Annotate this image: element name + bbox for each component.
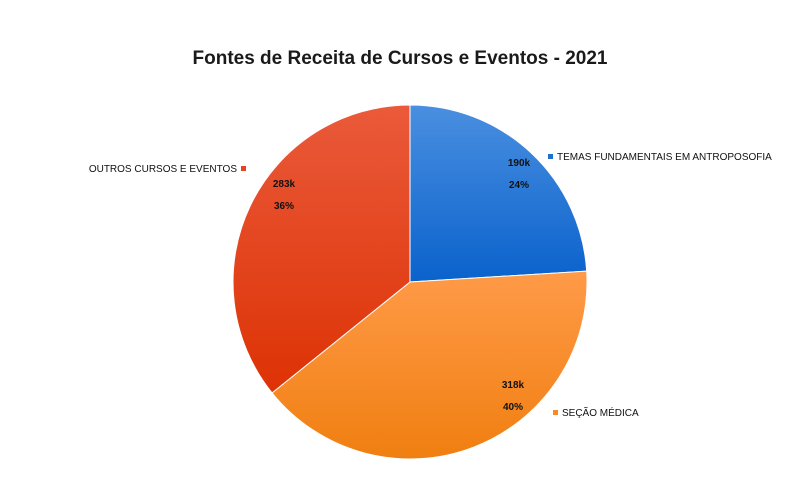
chart-title: Fontes de Receita de Cursos e Eventos - … (192, 48, 608, 69)
slice-percent-label: 36% (274, 201, 294, 212)
legend-marker (548, 154, 553, 159)
slice-percent-label: 40% (503, 402, 523, 413)
slice-category-label: TEMAS FUNDAMENTAIS EM ANTROPOSOFIA (557, 152, 772, 163)
pie-slice-1 (409, 104, 588, 283)
slice-percent-label: 24% (509, 180, 529, 191)
legend-marker (241, 166, 246, 171)
slice-category-label: OUTROS CURSOS E EVENTOS (89, 164, 238, 175)
slice-value-label: 318k (502, 380, 525, 391)
slice-value-label: 190k (508, 158, 531, 169)
slice-value-label: 283k (273, 179, 296, 190)
pie-slice-2 (271, 270, 588, 460)
slice-category-label: SEÇÃO MÉDICA (562, 406, 639, 419)
pie-slice-3 (232, 104, 411, 394)
legend-marker (553, 410, 558, 415)
